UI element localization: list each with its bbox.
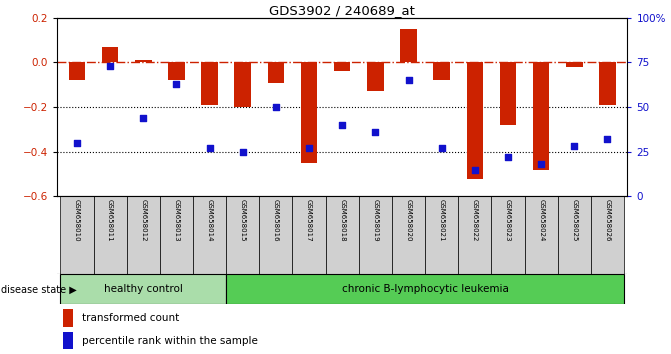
Point: [370, 129, 380, 135]
Bar: [168, 62, 185, 80]
Text: GSM658011: GSM658011: [107, 199, 113, 241]
Bar: [60, 274, 226, 304]
Bar: [63, 309, 73, 327]
Text: GSM658020: GSM658020: [405, 199, 411, 241]
Bar: [259, 196, 293, 274]
Bar: [293, 196, 325, 274]
Bar: [60, 196, 93, 274]
Point: [503, 154, 513, 160]
Point: [204, 145, 215, 151]
Text: GSM658024: GSM658024: [538, 199, 544, 241]
Text: GSM658019: GSM658019: [372, 199, 378, 241]
Text: GSM658023: GSM658023: [505, 199, 511, 241]
Text: GSM658026: GSM658026: [605, 199, 611, 241]
Text: GSM658021: GSM658021: [439, 199, 445, 241]
Point: [470, 167, 480, 172]
Text: GSM658025: GSM658025: [571, 199, 577, 241]
Point: [337, 122, 348, 128]
Bar: [63, 332, 73, 349]
Bar: [433, 62, 450, 80]
Text: GSM658012: GSM658012: [140, 199, 146, 241]
Bar: [591, 196, 624, 274]
Text: GSM658022: GSM658022: [472, 199, 478, 241]
Text: transformed count: transformed count: [82, 313, 178, 323]
Bar: [392, 196, 425, 274]
Bar: [226, 196, 259, 274]
Point: [569, 144, 580, 149]
Bar: [334, 62, 350, 71]
Point: [436, 145, 447, 151]
Text: GSM658017: GSM658017: [306, 199, 312, 241]
Bar: [458, 196, 491, 274]
Bar: [193, 196, 226, 274]
Text: GSM658014: GSM658014: [207, 199, 213, 241]
Text: healthy control: healthy control: [104, 284, 183, 295]
Bar: [93, 196, 127, 274]
Bar: [566, 62, 582, 67]
Bar: [234, 62, 251, 107]
Bar: [201, 62, 218, 105]
Bar: [500, 62, 516, 125]
Bar: [135, 60, 152, 62]
Bar: [599, 62, 616, 105]
Title: GDS3902 / 240689_at: GDS3902 / 240689_at: [269, 4, 415, 17]
Text: chronic B-lymphocytic leukemia: chronic B-lymphocytic leukemia: [342, 284, 509, 295]
Point: [171, 81, 182, 87]
Point: [72, 140, 83, 146]
Bar: [226, 274, 624, 304]
Point: [138, 115, 148, 121]
Bar: [102, 47, 118, 62]
Bar: [533, 62, 550, 170]
Bar: [160, 196, 193, 274]
Text: GSM658016: GSM658016: [273, 199, 279, 241]
Text: GSM658010: GSM658010: [74, 199, 80, 241]
Text: GSM658013: GSM658013: [173, 199, 179, 241]
Point: [403, 78, 414, 83]
Bar: [525, 196, 558, 274]
Bar: [268, 62, 285, 82]
Point: [238, 149, 248, 155]
Bar: [425, 196, 458, 274]
Bar: [367, 62, 384, 91]
Point: [602, 136, 613, 142]
Text: GSM658018: GSM658018: [340, 199, 345, 241]
Text: percentile rank within the sample: percentile rank within the sample: [82, 336, 258, 346]
Bar: [491, 196, 525, 274]
Point: [304, 145, 315, 151]
Bar: [400, 29, 417, 62]
Bar: [359, 196, 392, 274]
Text: disease state ▶: disease state ▶: [1, 284, 76, 295]
Point: [270, 104, 281, 110]
Bar: [558, 196, 591, 274]
Point: [536, 161, 547, 167]
Bar: [301, 62, 317, 163]
Text: GSM658015: GSM658015: [240, 199, 246, 241]
Point: [105, 63, 115, 69]
Bar: [325, 196, 359, 274]
Bar: [127, 196, 160, 274]
Bar: [466, 62, 483, 178]
Bar: [68, 62, 85, 80]
